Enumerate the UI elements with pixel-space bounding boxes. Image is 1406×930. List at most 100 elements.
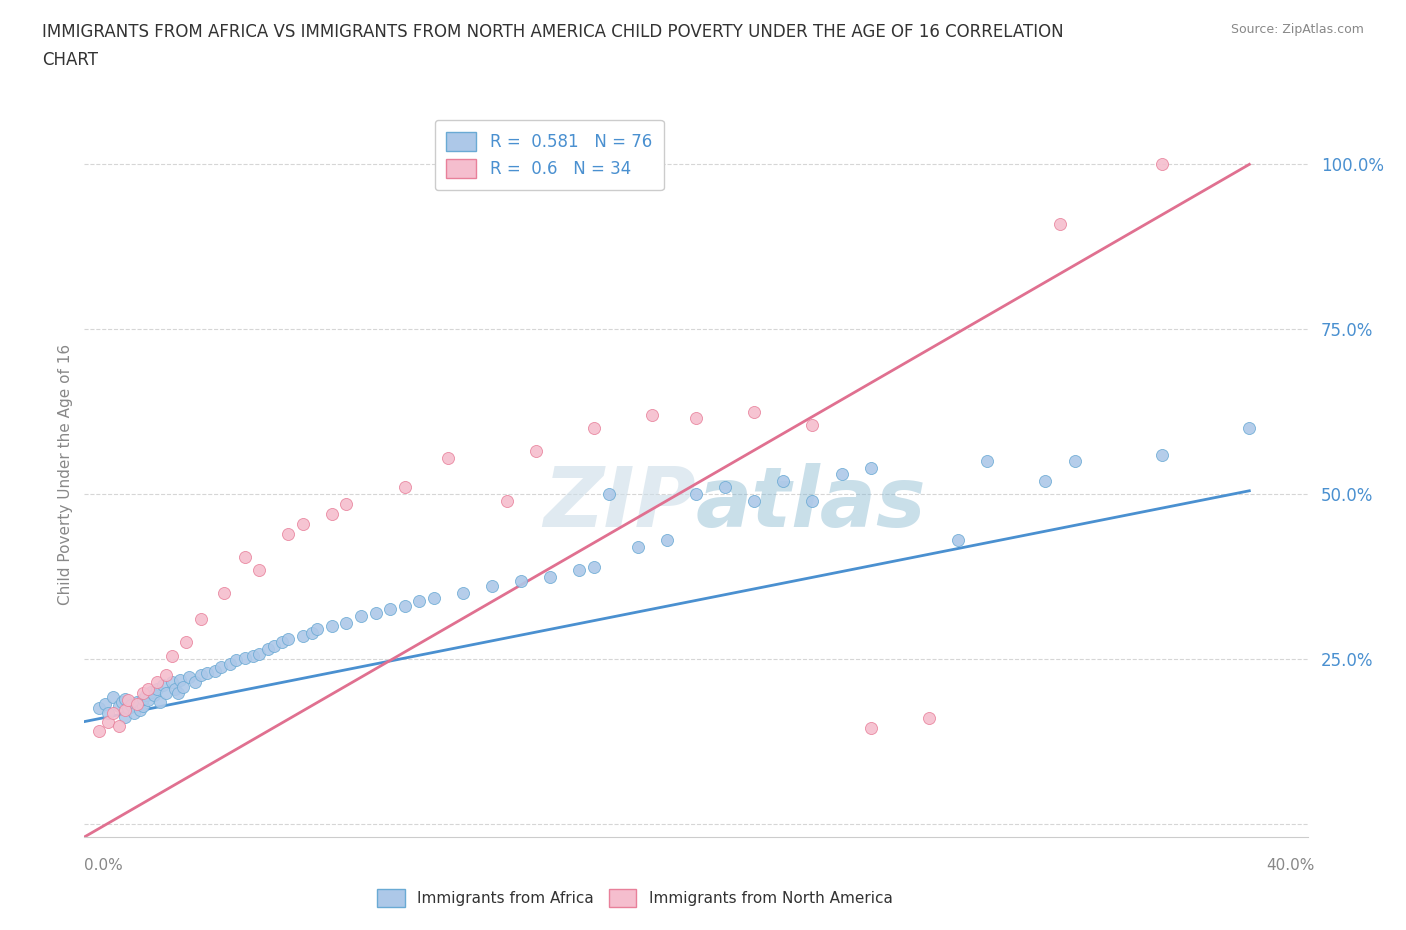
Text: atlas: atlas [696, 463, 927, 544]
Point [212, 586, 235, 601]
Point [321, 507, 343, 522]
Point [125, 695, 148, 710]
Point [128, 703, 150, 718]
Point [114, 710, 136, 724]
Point [859, 460, 882, 475]
Point [277, 631, 299, 646]
Point [801, 493, 824, 508]
Point [141, 684, 163, 699]
Point [524, 444, 547, 458]
Point [190, 668, 212, 683]
Point [364, 605, 387, 620]
Point [131, 699, 153, 714]
Text: 0.0%: 0.0% [84, 857, 124, 872]
Point [394, 599, 416, 614]
Point [1150, 447, 1173, 462]
Point [117, 693, 139, 708]
Point [242, 648, 264, 663]
Point [335, 616, 357, 631]
Point [568, 563, 591, 578]
Point [125, 697, 148, 711]
Point [801, 418, 824, 432]
Point [233, 650, 256, 665]
Point [97, 706, 120, 721]
Point [155, 685, 177, 700]
Point [350, 608, 373, 623]
Point [172, 679, 194, 694]
Point [114, 703, 136, 718]
Point [152, 678, 174, 693]
Point [538, 569, 561, 584]
Point [291, 516, 314, 531]
Point [160, 674, 183, 689]
Point [135, 688, 157, 703]
Point [655, 533, 678, 548]
Point [408, 593, 430, 608]
Point [831, 467, 853, 482]
Point [131, 685, 153, 700]
Point [1150, 157, 1173, 172]
Point [1063, 454, 1085, 469]
Point [163, 681, 186, 696]
Point [714, 480, 737, 495]
Point [247, 646, 270, 661]
Point [1035, 473, 1057, 488]
Point [103, 690, 125, 705]
Point [918, 711, 941, 725]
Point [394, 480, 416, 495]
Point [685, 411, 707, 426]
Point [301, 625, 323, 640]
Point [138, 681, 160, 696]
Point [160, 648, 183, 663]
Point [598, 486, 620, 501]
Point [155, 668, 177, 683]
Point [87, 701, 110, 716]
Point [138, 693, 160, 708]
Point [108, 719, 131, 734]
Point [204, 663, 226, 678]
Point [190, 612, 212, 627]
Point [582, 559, 605, 574]
Point [510, 574, 533, 589]
Point [582, 420, 605, 435]
Point [742, 405, 765, 419]
Point [257, 642, 280, 657]
Point [97, 714, 120, 729]
Point [1049, 217, 1071, 232]
Point [859, 721, 882, 736]
Point [946, 533, 969, 548]
Point [174, 635, 197, 650]
Point [87, 724, 110, 739]
Point [93, 697, 115, 711]
Text: CHART: CHART [42, 51, 98, 69]
Point [179, 670, 201, 684]
Point [742, 493, 765, 508]
Point [271, 635, 294, 650]
Legend: Immigrants from Africa, Immigrants from North America: Immigrants from Africa, Immigrants from … [371, 883, 898, 912]
Point [111, 695, 134, 710]
Point [209, 659, 232, 674]
Point [149, 695, 172, 710]
Point [263, 638, 285, 653]
Point [772, 473, 794, 488]
Point [143, 688, 166, 703]
Point [184, 674, 207, 689]
Point [166, 685, 188, 700]
Point [131, 691, 153, 706]
Point [195, 666, 218, 681]
Point [233, 550, 256, 565]
Point [146, 674, 169, 689]
Text: IMMIGRANTS FROM AFRICA VS IMMIGRANTS FROM NORTH AMERICA CHILD POVERTY UNDER THE : IMMIGRANTS FROM AFRICA VS IMMIGRANTS FRO… [42, 23, 1064, 41]
Text: Source: ZipAtlas.com: Source: ZipAtlas.com [1230, 23, 1364, 36]
Point [169, 672, 191, 687]
Point [380, 602, 402, 617]
Point [685, 486, 707, 501]
Point [277, 526, 299, 541]
Point [495, 493, 517, 508]
Point [335, 497, 357, 512]
Text: ZIP: ZIP [543, 463, 696, 544]
Text: 40.0%: 40.0% [1267, 857, 1315, 872]
Point [641, 407, 664, 422]
Point [225, 653, 247, 668]
Point [1239, 420, 1261, 435]
